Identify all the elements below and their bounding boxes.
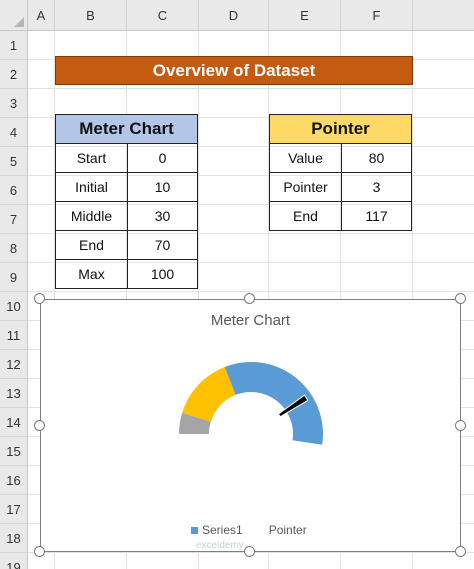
row-header-1[interactable]: 1 [0, 31, 28, 60]
table-cell[interactable]: 3 [341, 172, 412, 202]
gridline-row [28, 291, 474, 292]
row-header-10[interactable]: 10 [0, 292, 28, 321]
row-header-6[interactable]: 6 [0, 176, 28, 205]
row-header-18[interactable]: 18 [0, 524, 28, 553]
row-header-14[interactable]: 14 [0, 408, 28, 437]
row-header-12[interactable]: 12 [0, 350, 28, 379]
gauge-segment-initial[interactable] [179, 412, 211, 434]
table-cell[interactable]: Initial [55, 172, 128, 202]
legend-label-series1: Series1 [202, 523, 243, 537]
row-header-4[interactable]: 4 [0, 118, 28, 147]
table-cell[interactable]: Value [269, 143, 342, 173]
gridline-row [28, 175, 474, 176]
meter-chart-table: Meter Chart Start 0 Initial 10 Middle 30 En… [55, 114, 198, 289]
gauge-segment-middle[interactable] [182, 366, 236, 422]
row-header-3[interactable]: 3 [0, 89, 28, 118]
resize-handle-bottom[interactable] [244, 546, 255, 557]
gridline-row [28, 262, 474, 263]
column-header-c[interactable]: C [127, 0, 199, 31]
row-header-17[interactable]: 17 [0, 495, 28, 524]
chart-legend[interactable]: Series1 Pointer [191, 523, 307, 537]
table-cell[interactable]: 117 [341, 201, 412, 231]
gauge-segment-end[interactable] [224, 362, 323, 445]
resize-handle-left[interactable] [34, 420, 45, 431]
table-cell[interactable]: End [55, 230, 128, 260]
pointer-table-header: Pointer [269, 114, 412, 144]
table-cell[interactable]: Middle [55, 201, 128, 231]
table-cell[interactable]: Max [55, 259, 128, 289]
legend-swatch-series1 [191, 526, 198, 534]
watermark-logo: exceldemy [196, 540, 244, 551]
resize-handle-right[interactable] [455, 420, 466, 431]
column-header-d[interactable]: D [199, 0, 269, 31]
row-header-8[interactable]: 8 [0, 234, 28, 263]
overview-title: Overview of Dataset [55, 56, 413, 85]
chart-title[interactable]: Meter Chart [210, 312, 291, 329]
row-header-5[interactable]: 5 [0, 147, 28, 176]
row-header-11[interactable]: 11 [0, 321, 28, 350]
row-header-13[interactable]: 13 [0, 379, 28, 408]
table-cell[interactable]: 30 [127, 201, 198, 231]
gauge-pointer[interactable] [277, 394, 309, 418]
resize-handle-bottom-right[interactable] [455, 546, 466, 557]
table-cell[interactable]: 0 [127, 143, 198, 173]
row-header-19[interactable]: 19 [0, 553, 28, 569]
gauge-plot[interactable] [41, 300, 462, 553]
gridline-row [28, 117, 474, 118]
gridline-row [28, 88, 474, 89]
column-header-e[interactable]: E [269, 0, 341, 31]
resize-handle-top-left[interactable] [34, 293, 45, 304]
row-header-7[interactable]: 7 [0, 205, 28, 234]
meter-table-header: Meter Chart [55, 114, 198, 144]
table-cell[interactable]: End [269, 201, 342, 231]
row-header-9[interactable]: 9 [0, 263, 28, 292]
pointer-table: Pointer Value 80 Pointer 3 End 117 [269, 114, 412, 231]
gridline-row [28, 146, 474, 147]
table-cell[interactable]: 80 [341, 143, 412, 173]
table-cell[interactable]: Start [55, 143, 128, 173]
gridline-row [28, 233, 474, 234]
table-cell[interactable]: 10 [127, 172, 198, 202]
resize-handle-bottom-left[interactable] [34, 546, 45, 557]
select-all-corner[interactable] [0, 0, 28, 31]
meter-chart[interactable]: Meter Chart Series1 Pointer exceldemy [40, 299, 461, 552]
row-header-16[interactable]: 16 [0, 466, 28, 495]
resize-handle-top-right[interactable] [455, 293, 466, 304]
column-header-f[interactable]: F [341, 0, 413, 31]
row-header-2[interactable]: 2 [0, 60, 28, 89]
column-header-a[interactable]: A [28, 0, 55, 31]
legend-label-pointer: Pointer [268, 523, 307, 537]
gridline-row [28, 204, 474, 205]
column-header-b[interactable]: B [55, 0, 127, 31]
resize-handle-top[interactable] [244, 293, 255, 304]
table-cell[interactable]: 70 [127, 230, 198, 260]
table-cell[interactable]: Pointer [269, 172, 342, 202]
row-header-15[interactable]: 15 [0, 437, 28, 466]
table-cell[interactable]: 100 [127, 259, 198, 289]
column-header-g[interactable] [413, 0, 474, 31]
